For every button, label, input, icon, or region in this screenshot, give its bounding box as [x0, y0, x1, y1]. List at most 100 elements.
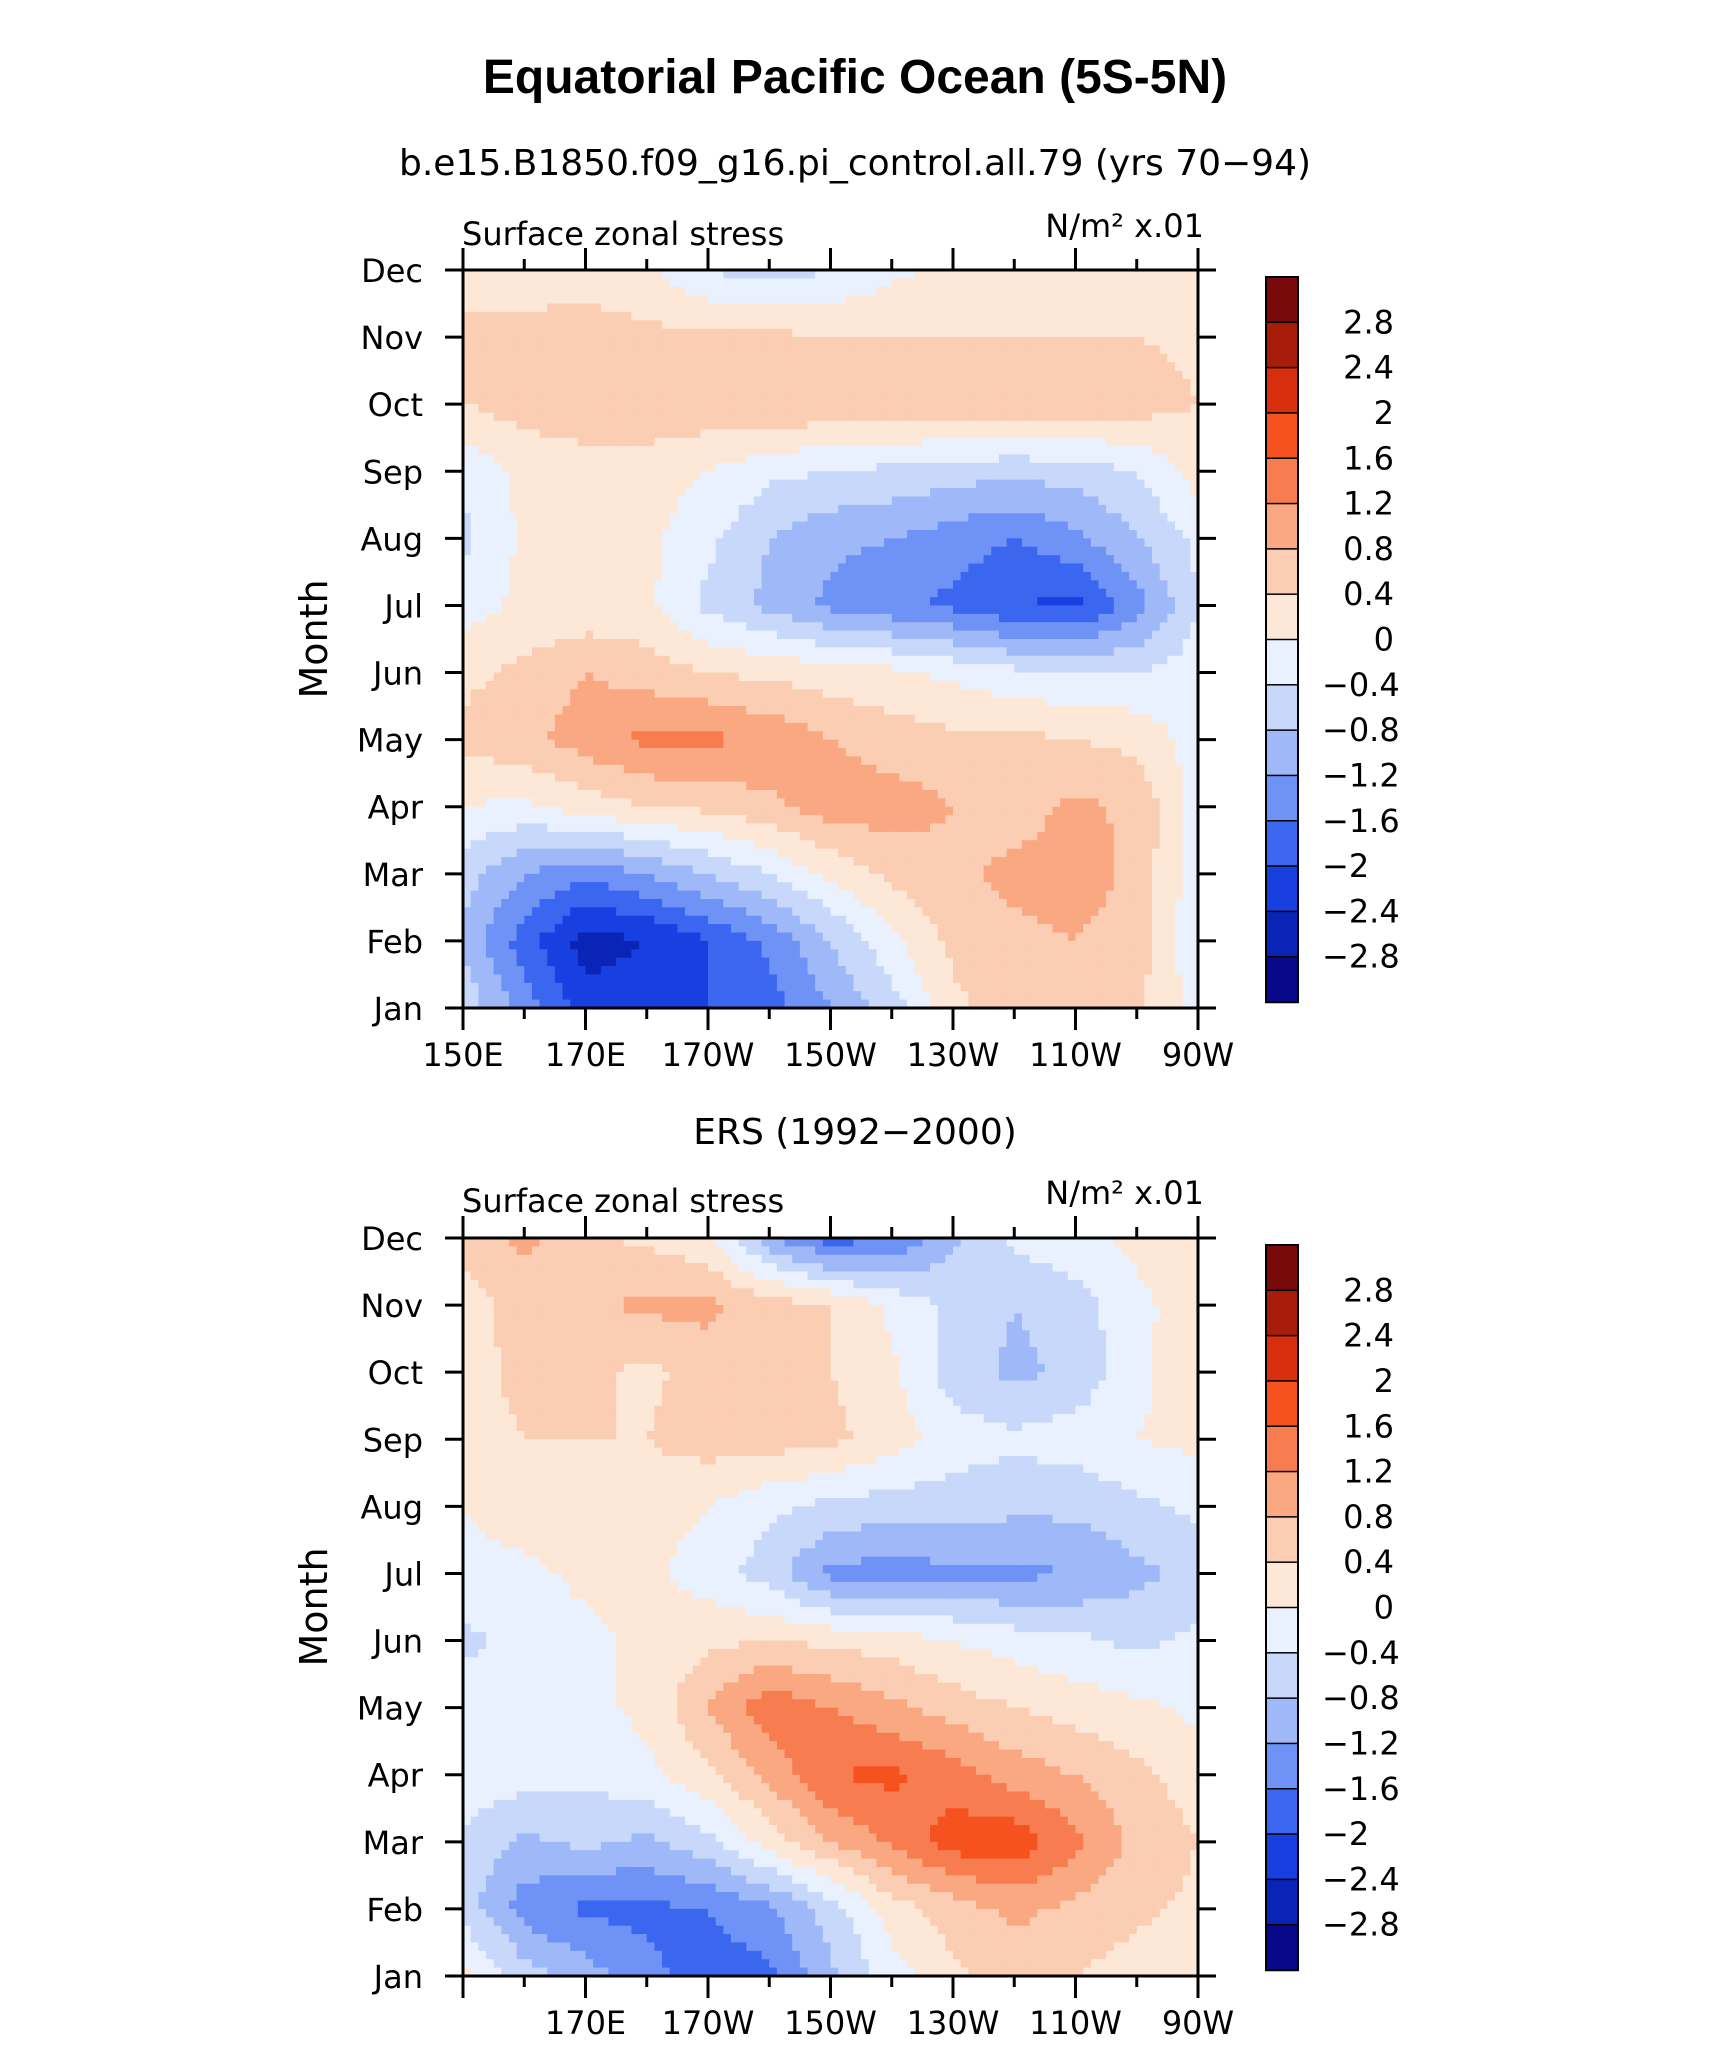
heatmap-cell [1113, 286, 1123, 296]
heatmap-cell [708, 429, 717, 439]
heatmap-cell [516, 454, 525, 464]
heatmap-cell [769, 295, 778, 305]
heatmap-cell [547, 303, 556, 313]
heatmap-cell [577, 454, 587, 464]
heatmap-cell [539, 588, 548, 598]
heatmap-cell [654, 580, 663, 590]
heatmap-cell [646, 446, 656, 456]
heatmap-cell [677, 362, 686, 372]
heatmap-cell [983, 328, 992, 338]
heatmap-cell [1136, 622, 1146, 632]
heatmap-cell [838, 563, 847, 573]
heatmap-cell [570, 488, 579, 498]
heatmap-cell [547, 664, 556, 674]
heatmap-cell [1190, 496, 1199, 506]
heatmap-cell [501, 345, 510, 355]
heatmap-cell [585, 580, 594, 590]
heatmap-cell [830, 513, 839, 523]
heatmap-cell [953, 387, 962, 397]
heatmap-cell [1144, 446, 1153, 456]
heatmap-cell [1060, 588, 1069, 598]
heatmap-cell [1167, 546, 1176, 556]
heatmap-cell [508, 555, 518, 565]
heatmap-cell [662, 429, 671, 439]
heatmap-cell [478, 303, 487, 313]
heatmap-cell [1159, 546, 1169, 556]
heatmap-cell [1121, 563, 1130, 573]
heatmap-cell [1090, 454, 1100, 464]
heatmap-cell [807, 513, 816, 523]
heatmap-cell [876, 630, 885, 640]
heatmap-cell [930, 513, 939, 523]
heatmap-cell [945, 395, 954, 405]
heatmap-cell [1052, 622, 1061, 632]
heatmap-cell [723, 454, 732, 464]
heatmap-cell [853, 479, 862, 489]
heatmap-cell [723, 504, 732, 514]
heatmap-cell [1029, 328, 1038, 338]
heatmap-cell [937, 588, 947, 598]
heatmap-cell [1182, 597, 1192, 607]
heatmap-cell [1144, 571, 1153, 581]
heatmap-cell [1167, 580, 1176, 590]
heatmap-cell [493, 328, 502, 338]
heatmap-cell [570, 613, 579, 623]
heatmap-cell [501, 454, 510, 464]
heatmap-cell [547, 689, 556, 699]
heatmap-cell [815, 689, 824, 699]
heatmap-cell [562, 295, 571, 305]
heatmap-cell [830, 605, 839, 615]
heatmap-cell [1029, 697, 1038, 707]
heatmap-cell [662, 303, 671, 313]
heatmap-cell [585, 270, 594, 280]
heatmap-cell [922, 362, 931, 372]
heatmap-cell [899, 479, 908, 489]
heatmap-cell [922, 471, 931, 481]
heatmap-cell [838, 571, 847, 581]
heatmap-cell [1090, 462, 1100, 472]
heatmap-cell [922, 546, 931, 556]
heatmap-cell [639, 462, 648, 472]
heatmap-cell [776, 504, 786, 514]
heatmap-cell [662, 337, 671, 347]
heatmap-cell [501, 479, 510, 489]
heatmap-cell [1037, 538, 1046, 548]
heatmap-cell [508, 270, 518, 280]
heatmap-cell [1067, 429, 1077, 439]
heatmap-cell [937, 655, 947, 665]
heatmap-cell [953, 412, 962, 422]
heatmap-cell [470, 387, 480, 397]
heatmap-cell [937, 387, 947, 397]
heatmap-cell [998, 345, 1008, 355]
heatmap-cell [953, 488, 962, 498]
heatmap-cell [631, 529, 640, 540]
heatmap-cell [792, 571, 801, 581]
heatmap-cell [685, 362, 694, 372]
heatmap-cell [585, 328, 594, 338]
heatmap-cell [685, 471, 694, 481]
heatmap-cell [1159, 680, 1169, 691]
heatmap-cell [662, 454, 671, 464]
heatmap-cell [677, 680, 686, 691]
heatmap-cell [539, 471, 548, 481]
heatmap-cell [884, 622, 893, 632]
heatmap-cell [692, 395, 702, 405]
heatmap-cell [853, 655, 862, 665]
heatmap-cell [991, 379, 1000, 389]
heatmap-cell [991, 295, 1000, 305]
heatmap-cell [524, 345, 533, 355]
heatmap-cell [485, 680, 495, 691]
heatmap-cell [953, 630, 962, 640]
heatmap-cell [562, 521, 571, 531]
heatmap-cell [723, 479, 732, 489]
heatmap-cell [723, 655, 732, 665]
heatmap-cell [799, 320, 809, 330]
heatmap-cell [577, 395, 587, 405]
heatmap-cell [799, 655, 809, 665]
heatmap-cell [585, 496, 594, 506]
heatmap-cell [570, 345, 579, 355]
heatmap-cell [914, 362, 924, 372]
heatmap-cell [1060, 412, 1069, 422]
heatmap-cell [485, 370, 495, 380]
heatmap-cell [1067, 630, 1077, 640]
